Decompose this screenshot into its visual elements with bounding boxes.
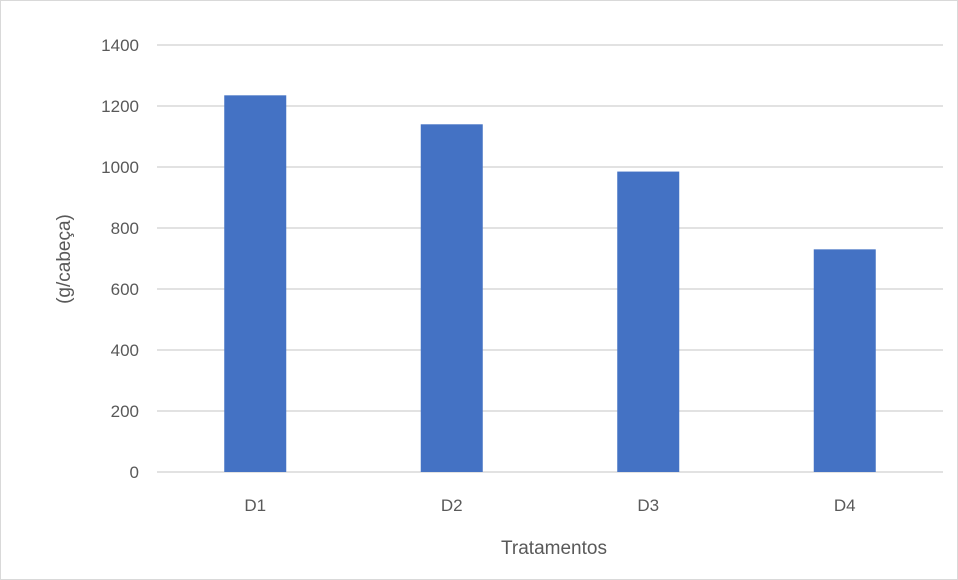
- x-tick-label: D1: [244, 496, 266, 515]
- y-tick-label: 600: [111, 280, 139, 299]
- x-axis-title: Tratamentos: [501, 538, 607, 559]
- x-axis-ticks: D1 D2 D3 D4: [244, 496, 855, 515]
- gridlines: [157, 44, 943, 473]
- bars: [224, 95, 876, 473]
- y-tick-label: 1200: [101, 97, 139, 116]
- bar-d1: [224, 95, 287, 472]
- x-tick-label: D4: [834, 496, 856, 515]
- y-tick-label: 1400: [101, 36, 139, 55]
- y-tick-label: 1000: [101, 158, 139, 177]
- y-axis-ticks: 0 200 400 600 800 1000 1200 1400: [101, 36, 139, 482]
- y-tick-label: 800: [111, 219, 139, 238]
- y-tick-label: 0: [130, 463, 139, 482]
- x-tick-label: D3: [637, 496, 659, 515]
- y-axis-title: (g/cabeça): [54, 214, 75, 304]
- y-tick-label: 200: [111, 402, 139, 421]
- x-tick-label: D2: [441, 496, 463, 515]
- bar-d4: [813, 249, 876, 472]
- bar-d3: [617, 171, 680, 472]
- bar-d2: [420, 124, 483, 473]
- y-tick-label: 400: [111, 341, 139, 360]
